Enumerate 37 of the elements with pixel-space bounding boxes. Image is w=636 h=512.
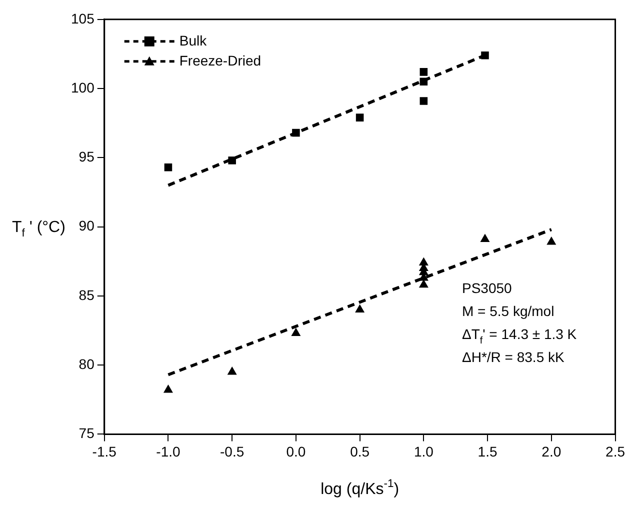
point <box>420 78 428 86</box>
annotation: M = 5.5 kg/mol <box>462 303 554 320</box>
x-tick-label: 0.0 <box>286 443 306 460</box>
x-tick-label: 1.0 <box>414 443 434 460</box>
point <box>420 97 428 105</box>
point <box>355 304 365 313</box>
legend-label: Freeze-Dried <box>179 52 262 68</box>
y-tick-label: 75 <box>78 425 95 442</box>
x-tick-label: 1.5 <box>478 443 498 460</box>
point <box>291 328 301 336</box>
y-tick-label: 100 <box>71 79 95 96</box>
annotation: PS3050 <box>462 280 512 296</box>
point <box>227 366 237 375</box>
x-tick-label: 0.5 <box>350 443 370 460</box>
x-tick-label: -1.0 <box>156 443 180 460</box>
point <box>480 234 490 242</box>
y-tick-label: 95 <box>78 148 95 165</box>
x-tick-label: -0.5 <box>220 443 244 460</box>
x-tick-label: 2.0 <box>542 443 562 460</box>
point <box>163 384 173 393</box>
y-tick-label: 105 <box>71 10 95 26</box>
point <box>418 279 428 288</box>
x-tick-label: -1.5 <box>92 443 117 460</box>
point <box>228 156 236 164</box>
y-tick-label: 80 <box>78 356 95 372</box>
point <box>481 51 489 60</box>
point <box>546 236 556 245</box>
y-tick-label: 85 <box>78 286 95 303</box>
point <box>292 128 300 137</box>
x-tick-label: 2.5 <box>606 443 626 460</box>
point <box>356 114 364 122</box>
point <box>164 163 172 172</box>
y-tick-label: 90 <box>78 218 95 234</box>
point <box>420 68 428 76</box>
annotation: ΔH*/R = 83.5 kK <box>462 349 565 366</box>
legend-label: Bulk <box>179 32 208 48</box>
point <box>418 257 428 266</box>
